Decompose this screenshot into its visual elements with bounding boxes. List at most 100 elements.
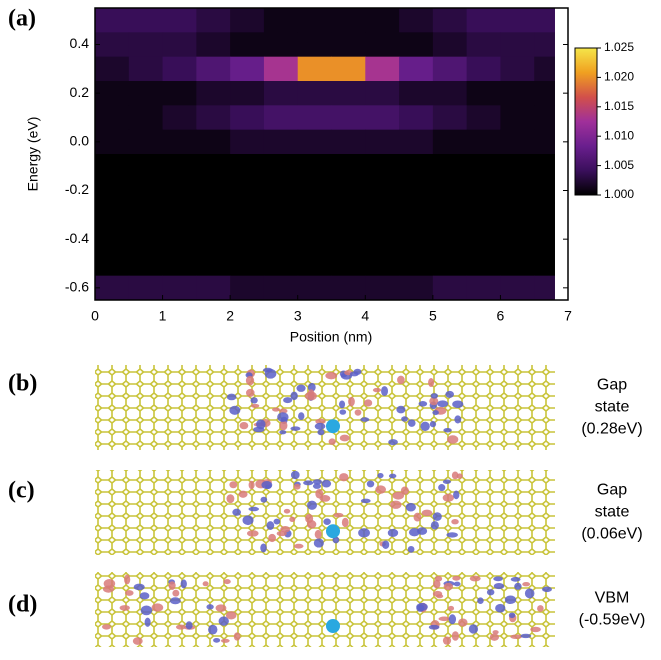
heat-cell [128,251,164,277]
heat-cell [95,129,130,155]
heat-cell [95,251,130,277]
orbital-lobe [388,473,397,479]
heat-cell [331,275,366,301]
heat-cell [297,81,332,106]
orbital-lobe [495,603,506,613]
orbital-lobe [388,439,398,446]
heat-cell [399,227,434,252]
orbital-lobe [443,582,454,591]
y-tick-label: -0.2 [65,181,89,197]
state-caption: Gap [597,377,627,394]
heat-cell [230,32,265,58]
heat-cell [95,8,130,33]
heat-cell [331,81,366,106]
heat-cell [230,105,265,131]
heat-cell [500,8,535,33]
orbital-lobe [303,480,314,486]
heat-cell [500,178,535,204]
orbital-lobe [283,397,293,404]
heat-cell [365,56,400,82]
heat-cell [263,154,299,179]
colorbar-tick-label: 1.020 [604,70,634,84]
x-tick-label: 3 [294,308,302,324]
heat-cell [466,178,501,204]
x-tick-label: 6 [497,308,505,324]
colorbar-tick-label: 1.025 [604,40,634,54]
orbital-lobe [489,633,500,641]
orbital-lobe [486,589,495,596]
orbital-lobe [420,421,430,432]
heat-cell [534,105,555,131]
orbital-lobe [132,637,143,645]
orbital-lobe [443,427,452,433]
heat-cell [466,154,501,179]
heat-cell [128,8,164,33]
heat-cell [365,178,400,204]
heat-cell [196,81,231,106]
heat-cell [162,275,197,301]
heat-cell [263,227,299,252]
orbital-lobe [232,508,241,516]
x-tick-label: 1 [159,308,167,324]
heat-cell [500,202,535,228]
orbital-lobe [432,590,443,597]
heat-cell [128,105,164,131]
heat-cell [466,56,501,82]
heat-cell [365,154,400,179]
heat-cell [230,227,265,252]
orbital-lobe [283,508,291,514]
heat-cell [196,154,231,179]
orbital-lobe [381,386,389,397]
heat-cell [196,251,231,277]
heat-cell [500,105,535,131]
heat-cell [466,81,501,106]
heat-cell [162,32,197,58]
heat-cell [331,202,366,228]
orbital-lobe [315,418,326,425]
heat-cell [196,275,231,301]
heat-cell [263,202,299,228]
heat-cell [95,32,130,58]
orbital-lobe [133,583,145,591]
orbital-lobe [293,483,301,490]
orbital-lobe [339,409,347,415]
orbital-lobe [469,575,481,582]
orbital-lobe [277,412,289,422]
heat-cell [466,202,501,228]
orbital-lobe [510,577,521,582]
orbital-lobe [298,412,305,421]
heat-cell [466,129,501,155]
heat-cell [162,105,197,131]
orbital-lobe [442,479,451,484]
heat-cell [162,202,197,228]
heat-cell [297,105,332,131]
colorbar-tick-label: 1.010 [604,128,634,142]
x-tick-label: 2 [226,308,234,324]
heat-cell [432,275,468,301]
y-tick-label: -0.4 [65,230,89,246]
orbital-lobe [430,393,439,399]
orbital-lobe [140,605,153,616]
orbital-lobe [168,581,176,590]
orbital-lobe [315,488,324,499]
orbital-lobe [268,533,277,543]
orbital-lobe [280,525,291,533]
heat-cell [230,8,265,33]
x-axis-label: Position (nm) [290,329,372,345]
orbital-lobe [458,618,468,627]
heat-cell [466,227,501,252]
heat-cell [331,154,366,179]
x-tick-label: 4 [361,308,369,324]
orbital-lobe [413,512,422,522]
orbital-lobe [305,513,314,524]
heat-cell [196,56,231,82]
orbital-lobe [144,617,151,627]
orbital-lobe [401,416,408,422]
heat-cell [365,129,400,155]
heat-cell [128,32,164,58]
heat-cell [95,154,130,179]
heat-cell [230,178,265,204]
orbital-lobe [433,579,441,589]
nanotube [95,365,555,450]
